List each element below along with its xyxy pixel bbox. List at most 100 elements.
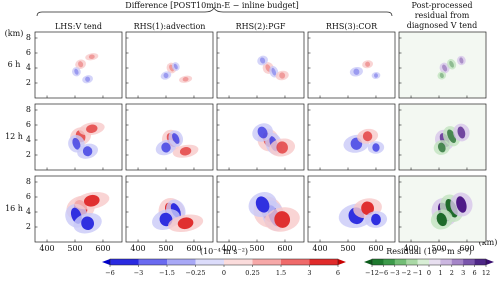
field-blob	[439, 62, 450, 74]
colorbar-label: (10⁻⁴ m s⁻²)	[200, 247, 248, 256]
colorbar-segment	[406, 259, 418, 265]
colorbar-label: Residual (10⁻⁵ m s⁻²)	[386, 247, 472, 256]
colorbar-tick-label: 0.25	[245, 269, 259, 277]
field-halo	[275, 70, 289, 81]
colorbar-tick-label: 2	[450, 269, 454, 277]
x-tick-label: 600	[459, 244, 474, 253]
field-halo	[179, 75, 193, 83]
field-blob	[367, 141, 385, 154]
figure-title: Difference [POST10min-E − inline budget]	[125, 1, 298, 10]
y-tick-label: 6	[26, 192, 31, 201]
row-label: 12 h	[5, 132, 23, 141]
field-halo	[362, 60, 374, 69]
field-core	[182, 76, 189, 82]
field-core	[260, 57, 266, 64]
x-tick-label: 500	[340, 244, 355, 253]
field-core	[78, 61, 84, 68]
field-core	[177, 217, 194, 230]
colorbar-segment	[195, 259, 225, 265]
field-halo	[75, 59, 86, 70]
field-blob	[362, 60, 374, 69]
colorbar-tick-label: −3	[134, 269, 144, 277]
colorbar-segment	[309, 259, 339, 265]
y-tick-label: 8	[26, 105, 31, 114]
colorbar-segment	[394, 259, 407, 265]
colorbar-tick-label: 0	[222, 269, 226, 277]
colorbar-arrow	[338, 259, 346, 265]
field-halo	[371, 72, 381, 79]
panel-frame	[125, 103, 214, 171]
colorbar-tick-label: −3	[390, 269, 400, 277]
y-tick-label: 4	[26, 63, 31, 72]
field-halo	[257, 55, 268, 66]
colorbar-segment	[463, 259, 475, 265]
field-core	[374, 73, 378, 78]
x-tick-label: 500	[158, 244, 173, 253]
field-core	[437, 142, 446, 153]
field-halo	[171, 62, 180, 71]
field-core	[85, 76, 91, 82]
field-halo	[72, 67, 81, 77]
field-halo	[447, 59, 457, 70]
x-tick-label: 400	[403, 244, 418, 253]
field-blob	[364, 211, 388, 228]
field-core	[439, 72, 444, 79]
panel-frame	[125, 31, 214, 99]
y-axis-label: (km)	[5, 29, 24, 38]
field-core	[81, 216, 95, 231]
colorbar-tick-label: 6	[336, 269, 340, 277]
colorbar-segment	[372, 259, 384, 265]
colorbar-segment	[281, 259, 310, 265]
field-halo	[160, 71, 172, 80]
colorbar-tick-label: 12	[482, 269, 490, 277]
y-tick-label: 2	[26, 78, 31, 87]
field-core	[161, 142, 171, 153]
field-core	[271, 67, 277, 76]
field-halo	[82, 75, 93, 84]
field-blob	[453, 123, 470, 142]
colorbar-tick-label: −1	[413, 269, 423, 277]
colorbar-tick-label: 1.5	[276, 269, 286, 277]
y-tick-label: 4	[26, 135, 31, 144]
column-title: RHS(3):COR	[326, 22, 378, 31]
field-halo	[439, 62, 450, 74]
panel-frame	[216, 175, 305, 243]
colorbar-tick-label: −0.25	[186, 269, 206, 277]
field-core	[365, 61, 371, 67]
field-blob	[74, 191, 110, 210]
field-blob	[73, 213, 102, 234]
field-blob	[275, 70, 289, 81]
x-tick-label: 500	[67, 244, 82, 253]
x-tick-label: 600	[368, 244, 383, 253]
field-core	[457, 126, 466, 139]
field-blob	[160, 71, 172, 80]
colorbar-segment	[138, 259, 168, 265]
field-blob	[82, 75, 93, 84]
colorbar-segment	[451, 259, 464, 265]
y-tick-label: 8	[26, 33, 31, 42]
field-blob	[172, 144, 199, 158]
column-title: RHS(2):PGF	[236, 22, 286, 31]
field-blob	[437, 71, 447, 80]
field-core	[362, 131, 373, 142]
field-blob	[85, 53, 99, 61]
field-blob	[447, 59, 457, 70]
colorbar-segment	[417, 259, 430, 265]
field-core	[442, 64, 448, 72]
field-core	[72, 137, 81, 150]
x-tick-label: 500	[249, 244, 264, 253]
colorbar-tick-label: 0	[427, 269, 431, 277]
colorbar-tick-label: 6	[473, 269, 477, 277]
x-tick-label: 400	[312, 244, 327, 253]
field-halo	[457, 55, 466, 66]
field-core	[88, 54, 95, 60]
x-tick-label: 600	[277, 244, 292, 253]
field-blob	[171, 62, 180, 71]
field-core	[361, 201, 374, 216]
panel-frame	[216, 103, 305, 171]
field-blob	[167, 214, 204, 233]
field-core	[372, 143, 380, 152]
field-blob	[269, 138, 296, 157]
field-core	[173, 63, 178, 70]
colorbar-tick-label: −6	[379, 269, 389, 277]
